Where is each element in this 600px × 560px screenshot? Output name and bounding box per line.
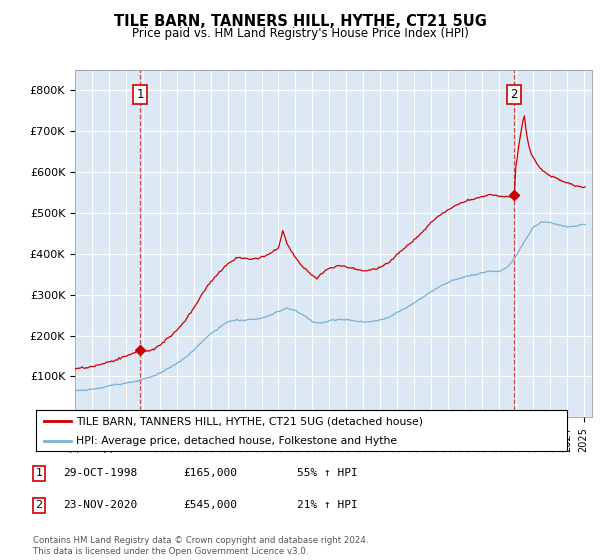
Text: Contains HM Land Registry data © Crown copyright and database right 2024.
This d: Contains HM Land Registry data © Crown c… xyxy=(33,536,368,556)
Text: TILE BARN, TANNERS HILL, HYTHE, CT21 5UG (detached house): TILE BARN, TANNERS HILL, HYTHE, CT21 5UG… xyxy=(76,417,423,426)
Text: 23-NOV-2020: 23-NOV-2020 xyxy=(63,500,137,510)
Text: 1: 1 xyxy=(35,468,43,478)
Text: 29-OCT-1998: 29-OCT-1998 xyxy=(63,468,137,478)
Text: 21% ↑ HPI: 21% ↑ HPI xyxy=(297,500,358,510)
Text: 55% ↑ HPI: 55% ↑ HPI xyxy=(297,468,358,478)
Text: £165,000: £165,000 xyxy=(183,468,237,478)
Text: Price paid vs. HM Land Registry's House Price Index (HPI): Price paid vs. HM Land Registry's House … xyxy=(131,27,469,40)
Text: 2: 2 xyxy=(35,500,43,510)
Text: 1: 1 xyxy=(136,88,143,101)
Text: 2: 2 xyxy=(511,88,518,101)
Text: £545,000: £545,000 xyxy=(183,500,237,510)
Text: TILE BARN, TANNERS HILL, HYTHE, CT21 5UG: TILE BARN, TANNERS HILL, HYTHE, CT21 5UG xyxy=(113,14,487,29)
Text: HPI: Average price, detached house, Folkestone and Hythe: HPI: Average price, detached house, Folk… xyxy=(76,436,397,446)
